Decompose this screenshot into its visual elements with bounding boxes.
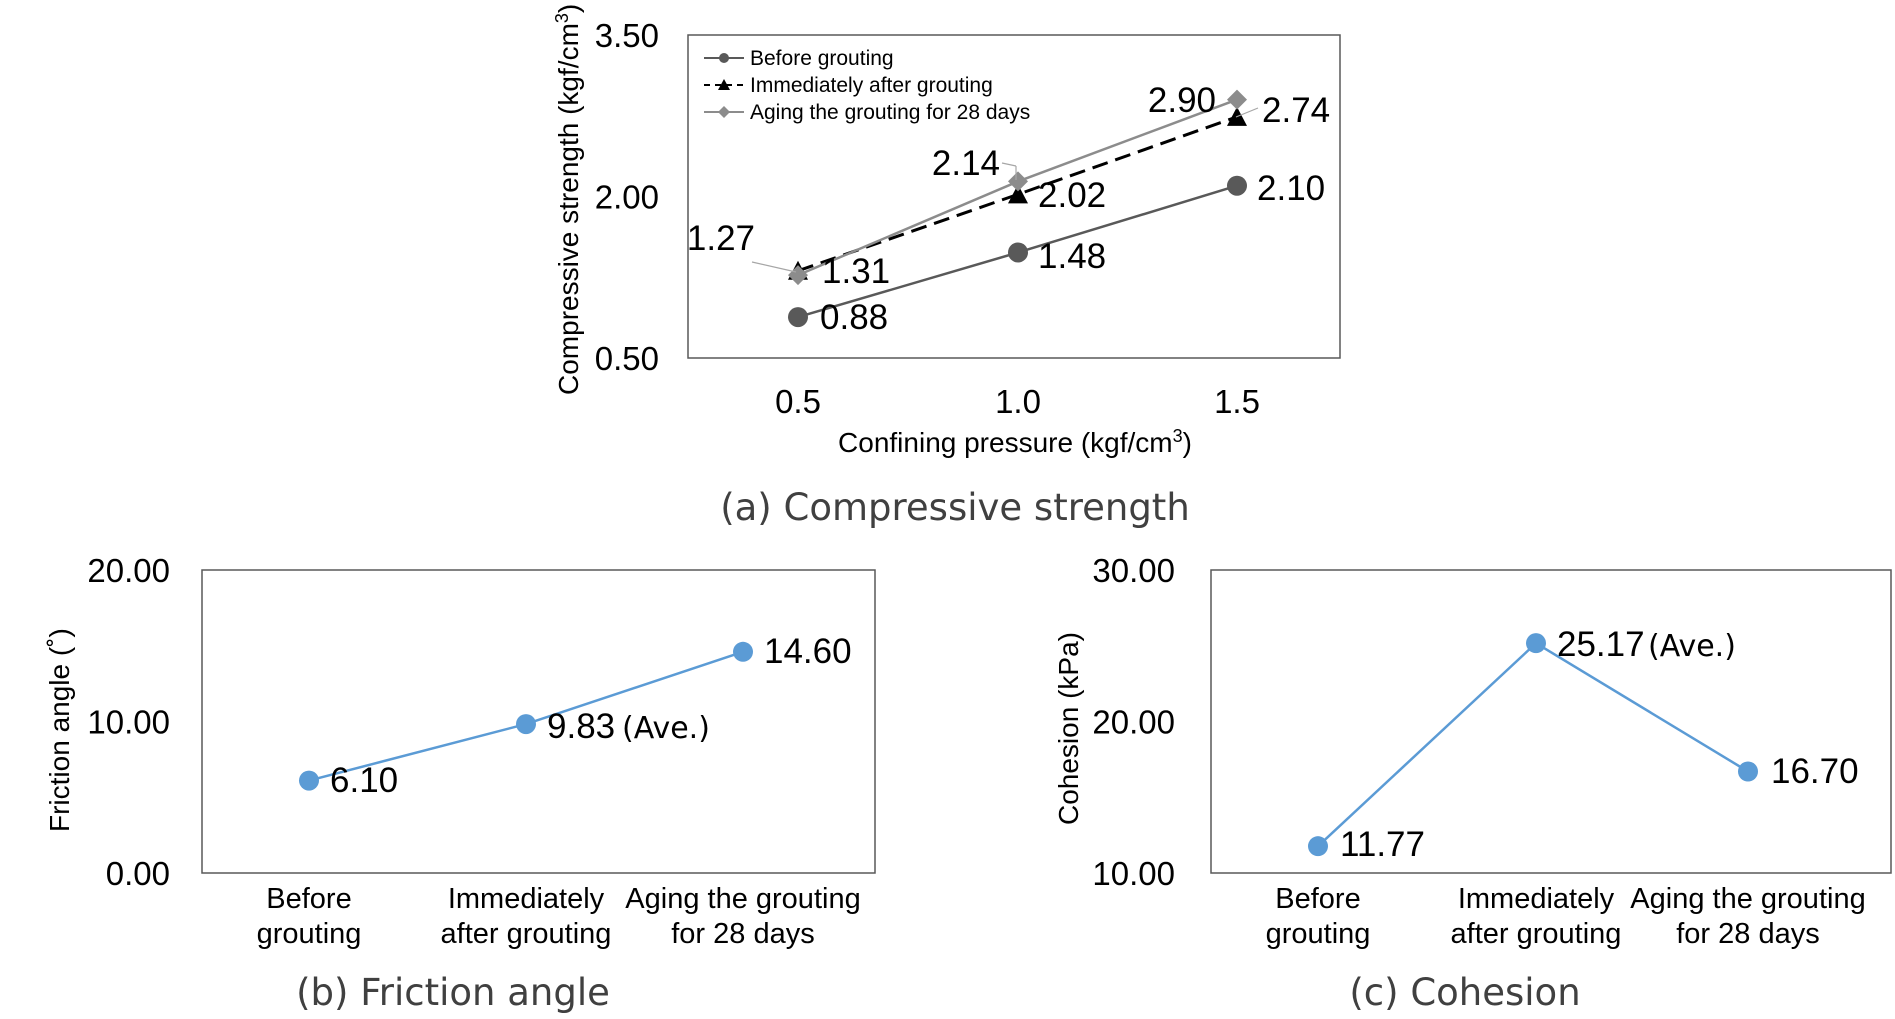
x-category-c-2-line-0: Aging the grouting — [1630, 883, 1865, 915]
data-label-c-0: 11.77 — [1340, 825, 1425, 864]
y-tick-a-3-50: 3.50 — [595, 17, 659, 54]
data-label-c-2: 16.70 — [1771, 752, 1859, 791]
x-category-c-0-line-1: grouting — [1266, 918, 1371, 950]
plot-area-b — [201, 569, 876, 874]
legend-before-marker — [719, 53, 729, 63]
ave-note-c: (Ave.) — [1648, 629, 1736, 664]
x-category-b-2-line-0: Aging the grouting — [625, 883, 860, 915]
legend-immediately-label: Immediately after grouting — [750, 74, 993, 97]
y-tick-b-10-00: 10.00 — [87, 704, 170, 741]
ave-note-b: (Ave.) — [622, 711, 710, 746]
x-category-b-0-line-1: grouting — [257, 918, 362, 950]
legend-immediately-marker — [718, 79, 730, 90]
legend-aging-marker — [718, 106, 730, 118]
marker-c-2 — [1738, 761, 1758, 782]
leader-line-2-74 — [1235, 107, 1259, 118]
data-label-aging-the-grouting-for-28-days-2: 2.90 — [1148, 81, 1216, 120]
marker-before-grouting-2 — [1227, 175, 1247, 196]
marker-before-grouting-0 — [788, 307, 808, 328]
y-axis-label-c: Cohesion (kPa) — [1053, 632, 1084, 825]
marker-aging-the-grouting-for-28-days-1 — [1008, 171, 1028, 192]
marker-c-1 — [1526, 633, 1546, 654]
marker-b-2 — [733, 641, 753, 662]
data-label-before-grouting-0: 0.88 — [820, 298, 888, 337]
data-label-immediately-after-grouting-1: 2.02 — [1038, 176, 1106, 215]
legend-aging-label: Aging the grouting for 28 days — [750, 101, 1030, 124]
legend-a: Before grouting Immediately after grouti… — [704, 47, 1030, 124]
y-tick-a-2-00: 2.00 — [595, 179, 659, 216]
y-axis-label-b: Friction angle (˚) — [44, 628, 75, 832]
x-category-b-0-line-0: Before — [266, 883, 351, 915]
data-label-immediately-after-grouting-0: 1.31 — [822, 252, 890, 291]
x-category-b-1-line-1: after grouting — [441, 918, 612, 950]
leader-line-1-27 — [751, 261, 797, 273]
series-line-immediately-after-grouting — [797, 115, 1238, 273]
leader-line-2-14 — [1001, 162, 1017, 167]
caption-b: (b) Friction angle — [296, 971, 610, 1014]
marker-b-1 — [516, 714, 536, 735]
marker-aging-the-grouting-for-28-days-0 — [788, 265, 808, 286]
data-label-c-1: 25.17 — [1557, 625, 1645, 664]
y-tick-b-0-00: 0.00 — [106, 855, 170, 892]
y-axis-label-a: Compressive strength (kgf/cm3) — [552, 4, 584, 395]
x-axis-label-a: Confining pressure (kgf/cm3) — [838, 426, 1192, 458]
marker-before-grouting-1 — [1008, 242, 1028, 263]
data-label-b-0: 6.10 — [330, 761, 398, 800]
marker-aging-the-grouting-for-28-days-2 — [1227, 89, 1247, 110]
x-category-c-2-line-1: for 28 days — [1676, 918, 1819, 950]
plot-area-c — [1210, 569, 1892, 874]
y-tick-c-30-00: 30.00 — [1092, 552, 1175, 589]
data-label-immediately-after-grouting-2: 2.74 — [1262, 91, 1330, 130]
data-label-b-2: 14.60 — [764, 632, 852, 671]
data-label-b-1: 9.83 — [547, 707, 615, 746]
data-label-aging-the-grouting-for-28-days-1: 2.14 — [932, 144, 1000, 183]
y-tick-a-0-50: 0.50 — [595, 340, 659, 377]
data-label-before-grouting-1: 1.48 — [1038, 237, 1106, 276]
x-tick-a-1-0: 1.0 — [995, 383, 1041, 420]
x-category-b-1-line-0: Immediately — [448, 883, 605, 915]
data-label-aging-the-grouting-for-28-days-0: 1.27 — [687, 219, 755, 258]
chart-compressive-strength: 0.50 2.00 3.50 0.5 1.0 1.5 0.88 1.48 2.10 1.31 2… — [552, 4, 1341, 529]
x-category-c-1-line-0: Immediately — [1458, 883, 1615, 915]
marker-b-0 — [299, 770, 319, 791]
legend-before-label: Before grouting — [750, 47, 894, 70]
marker-c-0 — [1308, 836, 1328, 857]
y-tick-c-20-00: 20.00 — [1092, 704, 1175, 741]
marker-immediately-after-grouting-1 — [1008, 184, 1028, 204]
caption-c: (c) Cohesion — [1349, 971, 1580, 1014]
caption-a: (a) Compressive strength — [720, 486, 1190, 529]
y-tick-c-10-00: 10.00 — [1092, 855, 1175, 892]
x-category-c-0-line-0: Before — [1275, 883, 1360, 915]
x-category-c-1-line-1: after grouting — [1451, 918, 1622, 950]
data-label-before-grouting-2: 2.10 — [1257, 169, 1325, 208]
x-tick-a-1-5: 1.5 — [1214, 383, 1260, 420]
x-tick-a-0-5: 0.5 — [775, 383, 821, 420]
x-category-b-2-line-1: for 28 days — [671, 918, 814, 950]
y-tick-b-20-00: 20.00 — [87, 552, 170, 589]
